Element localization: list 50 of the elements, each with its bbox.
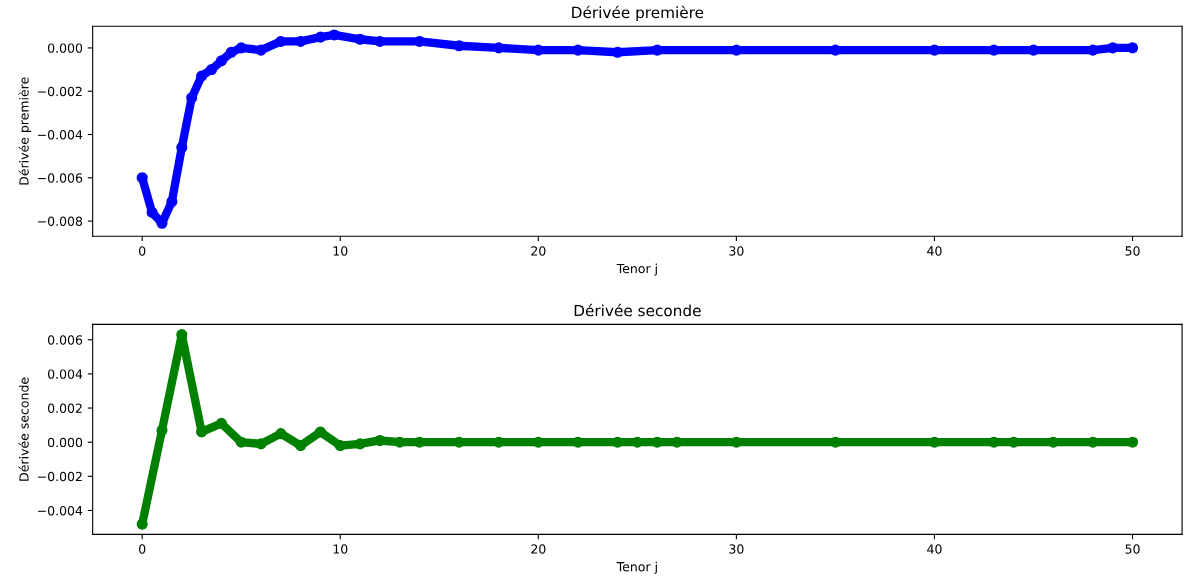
x-tick-label: 30	[729, 544, 744, 554]
x-tick-label: 10	[333, 246, 348, 256]
point	[166, 196, 178, 208]
point	[136, 172, 148, 184]
x-axis-title: Tenor j	[616, 561, 657, 574]
y-tick-label: 0.002	[47, 403, 82, 413]
point	[295, 35, 307, 47]
point	[215, 417, 227, 429]
y-tick-label: −0.002	[38, 471, 82, 482]
x-tick-label: 20	[531, 544, 546, 554]
y-tick-label: 0.000	[47, 437, 83, 448]
x-tick-label: 0	[139, 246, 146, 256]
point	[255, 438, 267, 450]
point	[235, 42, 247, 54]
x-tick-label: 10	[333, 544, 348, 554]
x-tick-label: 50	[1125, 246, 1140, 256]
y-tick-label: −0.004	[38, 129, 83, 140]
y-axis-title: Dérivée première	[18, 77, 32, 185]
x-tick-label: 40	[927, 246, 942, 256]
y-tick-label: −0.002	[38, 86, 82, 97]
point	[295, 440, 307, 452]
y-tick-label: −0.008	[38, 216, 83, 227]
point	[334, 440, 346, 452]
point	[354, 438, 366, 450]
x-tick-label: 50	[1125, 544, 1140, 554]
y-tick-label: 0.006	[47, 335, 83, 345]
chart-title: Dérivée seconde	[574, 303, 701, 317]
y-tick-label: 0.004	[47, 369, 83, 379]
x-tick-label: 30	[729, 246, 744, 256]
point	[354, 33, 366, 45]
point	[275, 428, 287, 440]
y-tick-label: −0.006	[38, 173, 83, 183]
x-tick-label: 40	[927, 544, 942, 554]
point	[196, 70, 208, 82]
x-axis-title: Tenor j	[616, 263, 657, 276]
y-tick-label: −0.004	[38, 505, 83, 516]
point	[215, 55, 227, 67]
x-tick-label: 20	[531, 246, 546, 256]
chart-title: Dérivée première	[572, 5, 704, 22]
point	[328, 29, 340, 41]
point	[255, 44, 267, 56]
y-axis-title: Dérivée seconde	[18, 377, 29, 481]
y-tick-label: 0.000	[47, 43, 83, 53]
x-tick-label: 0	[139, 544, 146, 554]
point	[225, 46, 237, 58]
point	[156, 424, 168, 436]
point	[136, 518, 148, 530]
point	[235, 436, 247, 448]
point	[205, 64, 218, 76]
point	[314, 426, 327, 438]
